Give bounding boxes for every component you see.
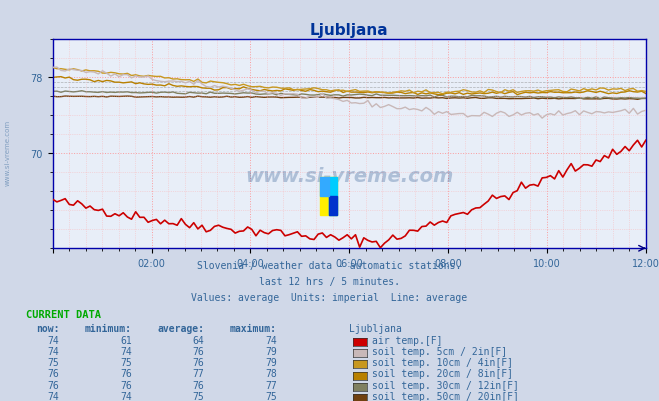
Text: 78: 78	[265, 369, 277, 379]
Text: minimum:: minimum:	[85, 323, 132, 333]
Text: air temp.[F]: air temp.[F]	[372, 335, 443, 345]
Text: Ljubljana: Ljubljana	[349, 323, 402, 333]
Bar	[329, 196, 337, 215]
Text: www.si-vreme.com: www.si-vreme.com	[245, 166, 453, 185]
Text: 75: 75	[192, 391, 204, 401]
Text: soil temp. 20cm / 8in[F]: soil temp. 20cm / 8in[F]	[372, 369, 513, 379]
Text: 76: 76	[120, 380, 132, 390]
Text: Slovenia / weather data - automatic stations.: Slovenia / weather data - automatic stat…	[197, 261, 462, 271]
Bar	[320, 178, 337, 215]
Text: 75: 75	[47, 357, 59, 367]
Text: CURRENT DATA: CURRENT DATA	[26, 309, 101, 319]
Text: 64: 64	[192, 335, 204, 345]
Text: 75: 75	[265, 391, 277, 401]
Text: 79: 79	[265, 357, 277, 367]
Text: Values: average  Units: imperial  Line: average: Values: average Units: imperial Line: av…	[191, 293, 468, 303]
Bar	[320, 178, 329, 196]
Text: www.si-vreme.com: www.si-vreme.com	[5, 119, 11, 185]
Text: 76: 76	[47, 380, 59, 390]
Bar	[329, 178, 337, 215]
Text: 74: 74	[47, 346, 59, 356]
Text: 76: 76	[192, 380, 204, 390]
Text: 75: 75	[120, 357, 132, 367]
Text: 74: 74	[120, 346, 132, 356]
Text: 76: 76	[192, 357, 204, 367]
Text: soil temp. 10cm / 4in[F]: soil temp. 10cm / 4in[F]	[372, 357, 513, 367]
Text: 74: 74	[47, 391, 59, 401]
Text: soil temp. 5cm / 2in[F]: soil temp. 5cm / 2in[F]	[372, 346, 507, 356]
Text: 77: 77	[265, 380, 277, 390]
Text: 74: 74	[120, 391, 132, 401]
Text: 79: 79	[265, 346, 277, 356]
Text: maximum:: maximum:	[230, 323, 277, 333]
Text: 76: 76	[192, 346, 204, 356]
Text: soil temp. 30cm / 12in[F]: soil temp. 30cm / 12in[F]	[372, 380, 519, 390]
Text: last 12 hrs / 5 minutes.: last 12 hrs / 5 minutes.	[259, 277, 400, 287]
Text: 61: 61	[120, 335, 132, 345]
Text: now:: now:	[36, 323, 59, 333]
Text: average:: average:	[158, 323, 204, 333]
Text: 74: 74	[47, 335, 59, 345]
Text: 76: 76	[120, 369, 132, 379]
Text: 74: 74	[265, 335, 277, 345]
Text: 77: 77	[192, 369, 204, 379]
Title: Ljubljana: Ljubljana	[310, 22, 389, 38]
Text: soil temp. 50cm / 20in[F]: soil temp. 50cm / 20in[F]	[372, 391, 519, 401]
Text: 76: 76	[47, 369, 59, 379]
